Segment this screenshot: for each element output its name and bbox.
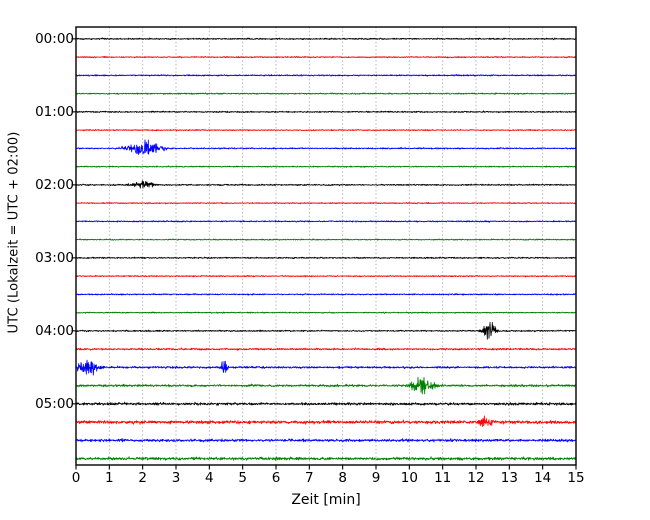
- x-axis-tick-label: 5: [238, 470, 247, 486]
- seismic-trace: [75, 456, 577, 461]
- x-axis-tick-label: 14: [534, 470, 552, 486]
- seismic-trace: [75, 322, 577, 340]
- trace-group: [75, 37, 577, 461]
- seismic-trace: [75, 376, 577, 395]
- x-axis-tick-label: 2: [138, 470, 147, 486]
- grid-lines: [108, 27, 544, 465]
- seismic-trace: [75, 92, 577, 95]
- plot-frame: [75, 26, 577, 466]
- x-axis-tick-label: 0: [71, 470, 81, 486]
- y-axis-tick-label: 01:00: [35, 103, 74, 120]
- seismic-trace: [75, 415, 577, 428]
- y-axis-tick-label: 02:00: [35, 176, 74, 193]
- x-axis-tick-label: 10: [400, 470, 418, 486]
- seismic-trace: [75, 139, 577, 155]
- x-axis-tick-label: 4: [205, 470, 214, 486]
- x-axis-label: Zeit [min]: [76, 492, 576, 508]
- seismic-trace: [75, 401, 577, 407]
- x-axis-tick-label: 3: [171, 470, 181, 486]
- seismic-trace: [75, 274, 577, 278]
- x-axis-tick-label: 12: [467, 470, 485, 486]
- plot-background: [76, 27, 576, 465]
- x-axis-tick-label: 8: [338, 470, 347, 486]
- x-axis-tick-label: 7: [305, 470, 314, 486]
- seismic-trace: [75, 110, 577, 114]
- x-axis-tick-label: 9: [371, 470, 381, 486]
- x-axis-tick-label: 15: [567, 470, 585, 486]
- seismic-trace: [75, 220, 577, 223]
- seismic-trace: [75, 238, 577, 241]
- seismic-trace: [75, 311, 577, 314]
- seismic-trace: [75, 293, 577, 296]
- y-axis-tick-label: 04:00: [35, 322, 74, 339]
- seismic-trace: [75, 180, 577, 189]
- seismic-trace: [75, 256, 577, 260]
- seismic-trace: [75, 55, 577, 59]
- y-axis-tick-label: 00:00: [35, 30, 74, 47]
- seismic-trace: [75, 202, 577, 205]
- seismic-trace: [75, 74, 577, 77]
- x-axis-label-text: Zeit [min]: [291, 492, 361, 508]
- seismic-trace: [75, 437, 577, 443]
- seismic-trace: [75, 37, 577, 41]
- x-axis-tick-label: 13: [500, 470, 518, 486]
- y-axis-tick-label: 05:00: [35, 395, 74, 412]
- seismic-trace: [75, 128, 577, 132]
- seismic-trace: [75, 359, 577, 376]
- seismic-trace: [75, 347, 577, 351]
- y-axis-tick-label: 03:00: [35, 249, 74, 266]
- x-axis-tick-label: 11: [434, 470, 452, 486]
- x-axis-tick-label: 1: [105, 470, 114, 486]
- seismic-trace: [75, 165, 577, 168]
- y-axis-tick-labels: 00:00 01:00 02:00 03:00 04:00 05:00: [8, 0, 74, 520]
- axis-ticks: [71, 38, 577, 470]
- x-axis-tick-label: 6: [271, 470, 281, 486]
